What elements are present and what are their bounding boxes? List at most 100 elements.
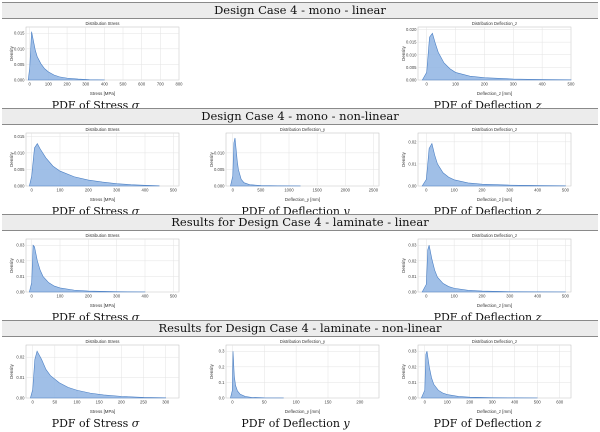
x-tick-label: 300	[113, 188, 121, 193]
x-tick-label: 300	[82, 82, 90, 87]
plot-title: Distribution Deflection_z	[472, 127, 517, 132]
x-tick-label: 0	[425, 188, 428, 193]
plot-caption: PDF of Deflection y	[201, 417, 391, 430]
density-area	[230, 137, 301, 187]
y-axis-label: Density	[9, 257, 14, 272]
x-tick-label: 0	[30, 188, 33, 193]
density-plot: Distribution Deflection_z 0 100 200 300 400 50…	[401, 233, 572, 308]
y-tick-label: 0.01	[16, 274, 25, 279]
x-axis-label: Deflection_z [mm]	[477, 197, 512, 202]
x-tick-label: 500	[257, 188, 265, 193]
y-tick-label: 0.005	[214, 167, 225, 172]
y-tick-label: 0.005	[406, 65, 417, 70]
x-tick-label: 200	[85, 188, 93, 193]
x-tick-label: 0	[425, 82, 428, 87]
x-tick-label: 2500	[369, 188, 379, 193]
pdf-plot: Distribution Deflection_z 0 100 200 300 400 50…	[400, 337, 575, 415]
x-tick-label: 500	[534, 400, 542, 405]
x-tick-label: 500	[562, 294, 570, 299]
plot-title: Distribution Deflection_z	[472, 339, 517, 344]
x-tick-label: 400	[101, 82, 109, 87]
density-plot: Distribution Stress 0 100 200 300 400 500 600 70…	[9, 21, 184, 96]
y-tick-label: 0.01	[408, 161, 417, 166]
x-tick-label: 800	[176, 82, 184, 87]
x-tick-label: 50	[52, 400, 57, 405]
y-tick-label: 0.0	[219, 396, 225, 401]
y-tick-label: 0.010	[406, 52, 417, 57]
y-tick-label: 0.000	[14, 184, 25, 189]
x-axis-label: Stress [MPa]	[90, 91, 115, 96]
x-tick-label: 200	[64, 82, 72, 87]
plot-title: Distribution Stress	[86, 339, 120, 344]
plot-frame	[225, 344, 380, 399]
x-tick-label: 0	[29, 82, 32, 87]
y-axis-label: Density	[209, 151, 214, 166]
y-tick-label: 0.010	[14, 46, 25, 51]
y-tick-label: 0.020	[406, 27, 417, 32]
x-tick-label: 0	[231, 400, 234, 405]
caption-symbol: y	[343, 417, 350, 430]
y-tick-label: 0.3	[219, 349, 225, 354]
y-tick-label: 0.015	[14, 31, 25, 36]
x-tick-label: 1000	[284, 188, 294, 193]
y-tick-label: 0.00	[408, 290, 417, 295]
x-tick-label: 150	[96, 400, 104, 405]
density-plot: Distribution Deflection_y 0 500 1000 1500 200…	[209, 127, 380, 202]
y-axis-label: Density	[401, 45, 406, 60]
x-axis-label: Deflection_z [mm]	[477, 409, 512, 414]
y-tick-label: 0.2	[219, 364, 225, 369]
x-tick-label: 100	[451, 294, 459, 299]
caption-text: PDF of Deflection	[241, 417, 340, 430]
x-tick-label: 100	[57, 294, 65, 299]
x-axis-label: Deflection_z [mm]	[477, 91, 512, 96]
plot-title: Distribution Stress	[86, 127, 120, 132]
y-axis-label: Density	[401, 257, 406, 272]
y-axis-label: Density	[9, 45, 14, 60]
y-tick-label: 0.000	[406, 78, 417, 83]
x-tick-label: 400	[511, 400, 519, 405]
x-axis-label: Deflection_y [mm]	[285, 197, 320, 202]
x-tick-label: 150	[325, 400, 333, 405]
y-tick-label: 0.00	[408, 184, 417, 189]
plot-frame	[417, 344, 572, 399]
x-tick-label: 100	[74, 400, 82, 405]
pdf-plot: Distribution Deflection_z 0 100 200 300 400 50…	[400, 19, 575, 97]
pdf-plot: Distribution Stress 0 50 100 150 200 250 300 0.0…	[8, 337, 183, 415]
y-axis-label: Density	[209, 363, 214, 378]
x-tick-label: 2000	[341, 188, 351, 193]
plot-title: Distribution Deflection_y	[280, 339, 326, 344]
caption-symbol: z	[535, 99, 542, 112]
y-tick-label: 0.02	[408, 258, 417, 263]
x-tick-label: 300	[489, 400, 497, 405]
plot-title: Distribution Deflection_z	[472, 233, 517, 238]
y-tick-label: 0.00	[16, 396, 25, 401]
y-tick-label: 0.03	[16, 243, 25, 248]
x-tick-label: 500	[120, 82, 128, 87]
y-tick-label: 0.02	[16, 258, 25, 263]
x-tick-label: 50	[262, 400, 267, 405]
y-tick-label: 0.02	[408, 139, 417, 144]
x-tick-label: 500	[562, 188, 570, 193]
y-tick-label: 0.1	[219, 380, 225, 385]
density-plot: Distribution Deflection_z 0 100 200 300 400 50…	[401, 21, 575, 96]
plot-caption: PDF of Deflection z	[393, 417, 583, 430]
section-header: Results for Design Case 4 - laminate - l…	[2, 214, 598, 231]
density-plot: Distribution Stress 0 50 100 150 200 250 300 0.0…	[9, 339, 180, 414]
density-plot: Distribution Deflection_z 0 100 200 300 400 50…	[401, 127, 572, 202]
density-area	[29, 244, 146, 293]
y-tick-label: 0.000	[214, 184, 225, 189]
pdf-plot: Distribution Deflection_z 0 100 200 300 400 50…	[400, 231, 575, 309]
x-tick-label: 0	[30, 294, 33, 299]
x-tick-label: 100	[57, 188, 65, 193]
y-tick-label: 0.01	[408, 380, 417, 385]
density-area	[421, 245, 566, 293]
y-tick-label: 0.01	[408, 274, 417, 279]
y-tick-label: 0.03	[408, 243, 417, 248]
x-tick-label: 400	[142, 188, 150, 193]
pdf-plot: Distribution Stress 0 100 200 300 400 500 600 70…	[8, 19, 183, 97]
y-axis-label: Density	[9, 363, 14, 378]
x-tick-label: 100	[444, 400, 452, 405]
section-header: Design Case 4 - mono - non-linear	[2, 108, 598, 125]
